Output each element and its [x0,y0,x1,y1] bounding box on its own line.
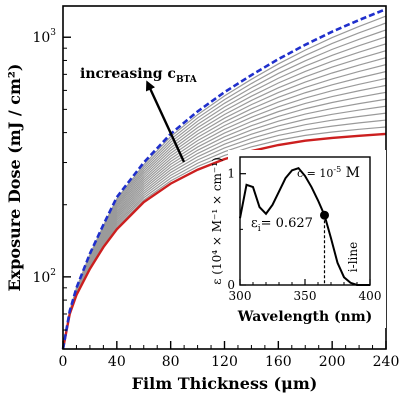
y-tick-label: 102 [32,268,56,286]
concentration-label: c = 10-5 M [297,165,360,181]
x-tick-label: 160 [265,354,292,370]
inset-x-tick-label: 300 [229,289,252,303]
x-tick-label: 240 [373,354,400,370]
epsilon-subscript: i [258,224,261,234]
annotation-subscript: BTA [176,75,198,85]
intermediate-curve-17 [62,15,387,350]
x-tick-label: 0 [59,354,68,370]
y-tick-exponent: 3 [50,28,56,38]
y-tick-label: 103 [32,28,56,46]
inset-y-tick-label: 1 [227,167,235,181]
concentration-unit: M [341,165,360,181]
i-line-marker [320,210,329,220]
y-tick-base: 10 [32,270,50,286]
lower-bound-curve [61,132,387,350]
y-tick-base: 10 [32,30,50,46]
annotation-arrow [145,80,186,163]
concentration-exponent: -5 [333,165,341,174]
x-tick-label: 120 [211,354,238,370]
annotation-label: increasing cBTA [80,66,198,85]
x-tick-label: 200 [319,354,346,370]
epsilon-value-label: εi= 0.627 [251,216,313,234]
i-line-label: i-line [346,242,360,272]
x-tick-label: 40 [108,354,126,370]
inset-x-tick-label: 350 [294,289,317,303]
inset-y-tick-label: 0 [227,278,235,292]
x-tick-label: 80 [162,354,180,370]
inset-x-tick-label: 400 [359,289,382,303]
x-axis-title: Film Thickness (μm) [132,374,318,393]
annotation-text: increasing c [80,66,176,82]
inset-x-axis-title: Wavelength (nm) [237,309,373,325]
upper-bound-curve [61,7,387,350]
y-tick-exponent: 2 [50,268,56,278]
epsilon-value: = 0.627 [261,216,313,231]
y-axis-title: Exposure Dose (mJ / cm²) [5,63,24,291]
epsilon-symbol: ε [251,216,258,231]
concentration-text: c = 10 [297,167,333,180]
inset-y-axis-title: ε (10⁴ × M⁻¹ × cm⁻¹) [210,157,224,285]
absorbance-curve [239,166,370,286]
